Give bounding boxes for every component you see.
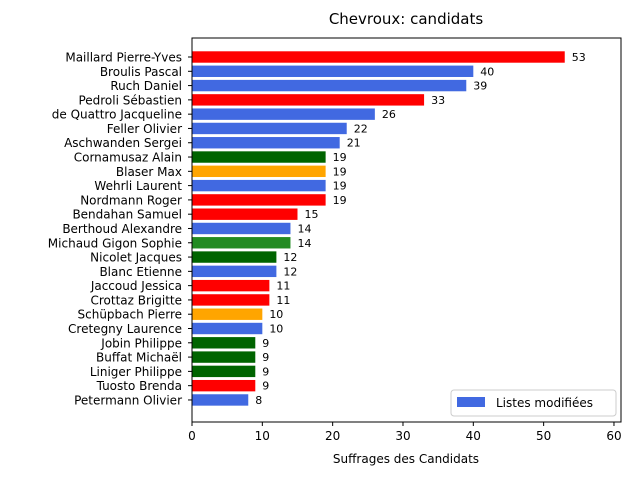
bar [192, 251, 277, 263]
y-tick-label: Nordmann Roger [80, 193, 182, 207]
bar [192, 279, 270, 292]
bar [192, 94, 425, 106]
bar [192, 265, 277, 278]
y-tick-label: Ruch Daniel [110, 79, 182, 93]
value-label: 26 [382, 108, 396, 121]
bar [192, 151, 326, 163]
x-tick-label: 20 [325, 429, 340, 443]
value-label: 9 [262, 380, 269, 393]
bar [192, 194, 326, 206]
x-axis: 0 10 20 30 40 50 60 [188, 422, 622, 443]
y-tick-label: Michaud Gigon Sophie [48, 236, 182, 250]
bar [192, 379, 256, 392]
value-label: 53 [572, 51, 586, 64]
legend-box [450, 389, 617, 417]
value-label: 22 [354, 122, 368, 135]
y-tick-label: Blaser Max [116, 165, 182, 179]
y-tick-label: Maillard Pierre-Yves [65, 51, 182, 65]
y-tick-label: Tuosto Brenda [96, 379, 182, 393]
value-label: 19 [333, 151, 347, 164]
x-tick-label: 30 [395, 429, 410, 443]
y-tick-label: Berthoud Alexandre [62, 222, 182, 236]
value-label: 14 [297, 237, 311, 250]
bar [192, 137, 340, 149]
bar [192, 308, 263, 320]
value-label: 39 [473, 80, 487, 93]
value-label: 12 [283, 251, 297, 264]
bar [192, 51, 565, 63]
bar [192, 79, 467, 92]
bar [192, 179, 326, 192]
y-tick-label: Petermann Olivier [74, 393, 182, 407]
value-label: 40 [480, 65, 494, 78]
chart-title: Chevroux: candidats [329, 10, 484, 28]
bar [192, 394, 249, 406]
value-label: 10 [269, 323, 283, 336]
y-tick-label: Buffat Michaël [96, 351, 182, 365]
y-tick-label: Broulis Pascal [100, 65, 182, 79]
y-tick-label: de Quattro Jacqueline [52, 108, 182, 122]
bar [192, 65, 474, 77]
legend: Listes modifiées [450, 389, 617, 417]
bar [192, 237, 291, 249]
legend-swatch [457, 397, 485, 407]
legend-label: Listes modifiées [496, 396, 593, 410]
bar [192, 222, 291, 235]
value-label: 19 [333, 165, 347, 178]
x-tick-label: 60 [606, 429, 621, 443]
x-tick-label: 10 [255, 429, 270, 443]
y-tick-label: Liniger Philippe [90, 365, 182, 379]
bar [192, 351, 256, 363]
y-tick-label: Pedroli Sébastien [78, 93, 182, 107]
y-tick-label: Blanc Etienne [99, 265, 182, 279]
value-label: 9 [262, 351, 269, 364]
bar [192, 294, 270, 306]
y-tick-label: Bendahan Samuel [72, 208, 182, 222]
value-label: 33 [431, 94, 445, 107]
value-label: 11 [276, 280, 290, 293]
value-label: 15 [304, 208, 318, 221]
value-label: 19 [333, 194, 347, 207]
bar [192, 165, 326, 178]
x-tick-label: 0 [188, 429, 196, 443]
value-label: 14 [297, 222, 311, 235]
value-label: 21 [347, 137, 361, 150]
bar [192, 208, 298, 220]
value-label: 9 [262, 337, 269, 350]
value-labels: 5340393326222119191919151414121211111010… [255, 51, 585, 407]
y-tick-label: Jobin Philippe [100, 336, 182, 350]
y-tick-label: Nicolet Jacques [90, 251, 182, 265]
value-label: 9 [262, 365, 269, 378]
y-tick-label: Crottaz Brigitte [90, 293, 182, 307]
bar [192, 122, 347, 135]
y-tick-label: Cretegny Laurence [68, 322, 182, 336]
x-axis-label: Suffrages des Candidats [333, 452, 479, 466]
y-tick-label: Wehrli Laurent [94, 179, 182, 193]
value-label: 10 [269, 308, 283, 321]
bar [192, 322, 263, 335]
y-tick-label: Feller Olivier [107, 122, 182, 136]
y-tick-label: Aschwanden Sergei [64, 136, 182, 150]
bar [192, 108, 375, 120]
bar [192, 337, 256, 349]
x-tick-label: 50 [536, 429, 551, 443]
y-tick-label: Cornamusaz Alain [74, 151, 182, 165]
value-label: 8 [255, 394, 262, 407]
y-tick-label: Jaccoud Jessica [90, 279, 182, 293]
bar [192, 365, 256, 378]
plot-frame [191, 37, 622, 423]
value-label: 12 [283, 265, 297, 278]
value-label: 19 [333, 180, 347, 193]
value-label: 11 [276, 294, 290, 307]
y-tick-label: Schüpbach Pierre [78, 308, 183, 322]
x-tick-label: 40 [466, 429, 481, 443]
bars-group [192, 51, 565, 406]
